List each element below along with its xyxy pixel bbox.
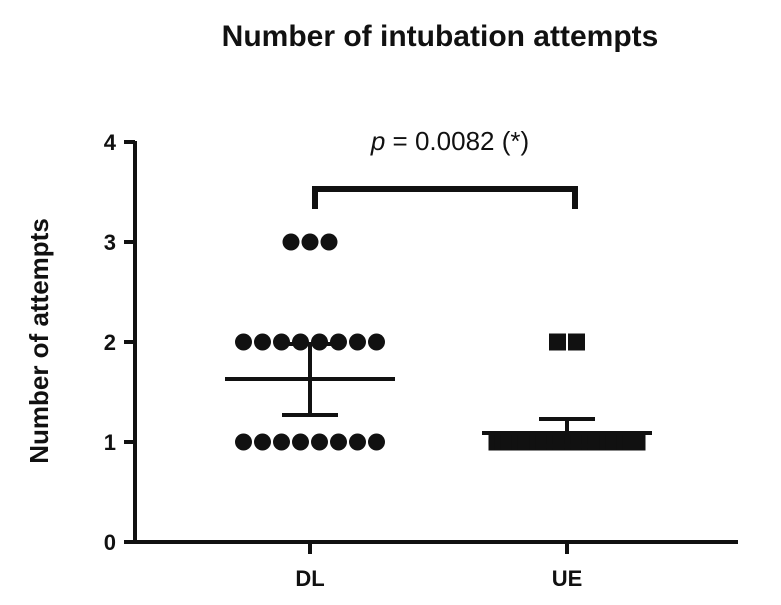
p-symbol: p	[370, 126, 385, 156]
chart-title: Number of intubation attempts	[222, 20, 659, 53]
y-axis-label: Number of attempts	[24, 218, 54, 464]
data-point	[273, 433, 290, 451]
x-tick-label: DL	[295, 566, 324, 591]
error-bars	[225, 342, 652, 448]
y-tick-label: 1	[104, 430, 116, 455]
data-point	[254, 333, 271, 351]
data-point	[235, 333, 252, 351]
data-point	[628, 433, 646, 451]
data-point	[368, 433, 385, 451]
y-ticks: 0 1 2 3 4	[104, 130, 135, 555]
data-point	[235, 433, 252, 451]
data-point	[349, 433, 366, 451]
data-point	[311, 433, 328, 451]
data-point	[349, 333, 366, 351]
data-point	[282, 233, 300, 251]
data-point	[568, 333, 585, 351]
data-point	[292, 433, 309, 451]
y-tick-label: 4	[104, 130, 117, 155]
data-point	[368, 333, 385, 351]
data-point	[320, 233, 338, 251]
x-tick-label: UE	[552, 566, 583, 591]
data-point	[330, 333, 347, 351]
data-point	[330, 433, 347, 451]
data-point	[301, 233, 319, 251]
y-tick-label: 3	[104, 230, 116, 255]
significance-bracket	[312, 186, 578, 209]
p-value-text: = 0.0082 (*)	[385, 126, 529, 156]
y-tick-label: 2	[104, 330, 116, 355]
p-value-annotation: p = 0.0082 (*)	[370, 126, 529, 156]
y-tick-label: 0	[104, 530, 116, 555]
data-point	[549, 333, 566, 351]
data-point	[254, 433, 271, 451]
data-point	[273, 333, 290, 351]
x-ticks: DL UE	[295, 542, 582, 591]
